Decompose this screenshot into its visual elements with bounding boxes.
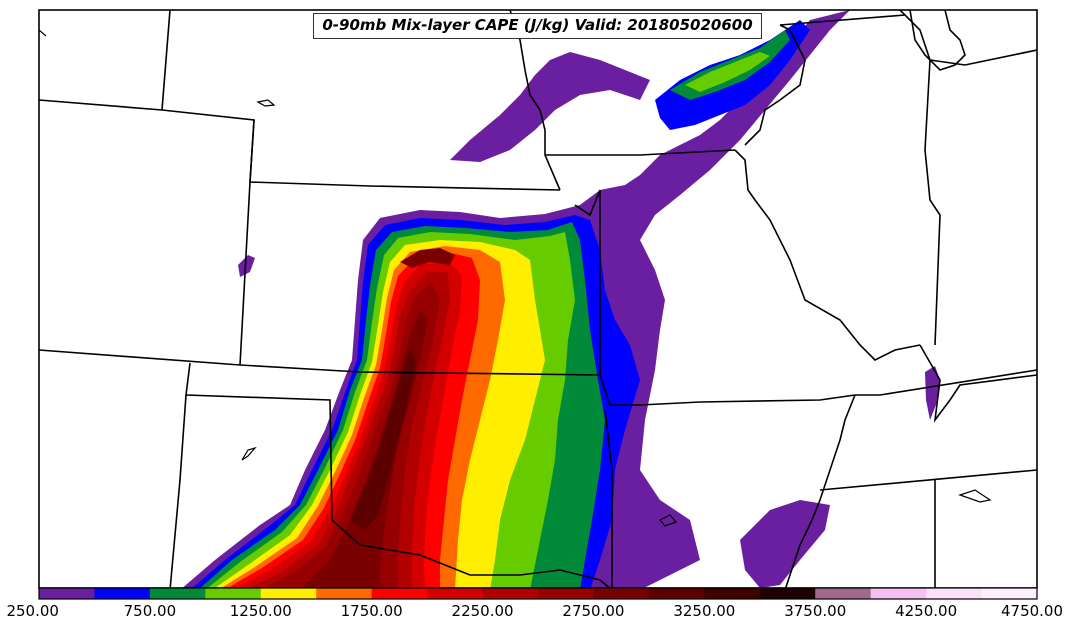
colorbar-swatch	[427, 588, 484, 599]
colorbar-swatch	[149, 588, 206, 599]
colorbar-tick-label: 4750.00	[1000, 602, 1064, 620]
colorbar-swatch	[759, 588, 816, 599]
cape-band-250-patch2	[925, 366, 940, 420]
state-boundaries	[39, 10, 1037, 588]
colorbar-swatch	[39, 588, 96, 599]
cape-band-1250-north	[685, 52, 770, 92]
colorbar-tick-label: 1750.00	[340, 602, 403, 620]
colorbar-swatch	[593, 588, 650, 599]
colorbar-tick-label: 3750.00	[784, 602, 847, 620]
colorbar-swatch	[260, 588, 317, 599]
cape-contours	[182, 10, 940, 588]
cape-band-250-patch3	[238, 255, 255, 277]
colorbar-swatch	[205, 588, 262, 599]
colorbar-tick-label: 250.00	[6, 602, 59, 620]
colorbar-tick-label: 3250.00	[673, 602, 736, 620]
colorbar-tick-label: 4250.00	[895, 602, 958, 620]
cape-band-250-patch	[740, 500, 830, 588]
colorbar-tick-label: 2750.00	[562, 602, 625, 620]
colorbar-swatch	[648, 588, 705, 599]
colorbar-swatch	[94, 588, 151, 599]
lakes	[39, 29, 992, 527]
colorbar-swatch	[316, 588, 373, 599]
cape-head-curl	[400, 248, 455, 268]
colorbar-frame	[38, 587, 1038, 600]
colorbar	[39, 588, 1038, 599]
colorbar-tick-label: 750.00	[123, 602, 177, 620]
cape-band-2750	[263, 282, 440, 588]
map-title: 0-90mb Mix-layer CAPE (J/kg) Valid: 2018…	[313, 13, 762, 39]
colorbar-swatch	[482, 588, 539, 599]
colorbar-swatch	[926, 588, 983, 599]
colorbar-swatch	[371, 588, 428, 599]
colorbar-tick-label: 2250.00	[451, 602, 514, 620]
colorbar-tick-label: 1250.00	[229, 602, 292, 620]
cape-band-3000	[302, 310, 428, 588]
colorbar-swatch	[704, 588, 761, 599]
colorbar-swatch	[815, 588, 872, 599]
colorbar-swatch	[870, 588, 927, 599]
colorbar-swatch	[538, 588, 595, 599]
cape-band-3250	[350, 348, 416, 530]
cape-band-250-north	[450, 52, 650, 162]
colorbar-swatch	[981, 588, 1038, 599]
